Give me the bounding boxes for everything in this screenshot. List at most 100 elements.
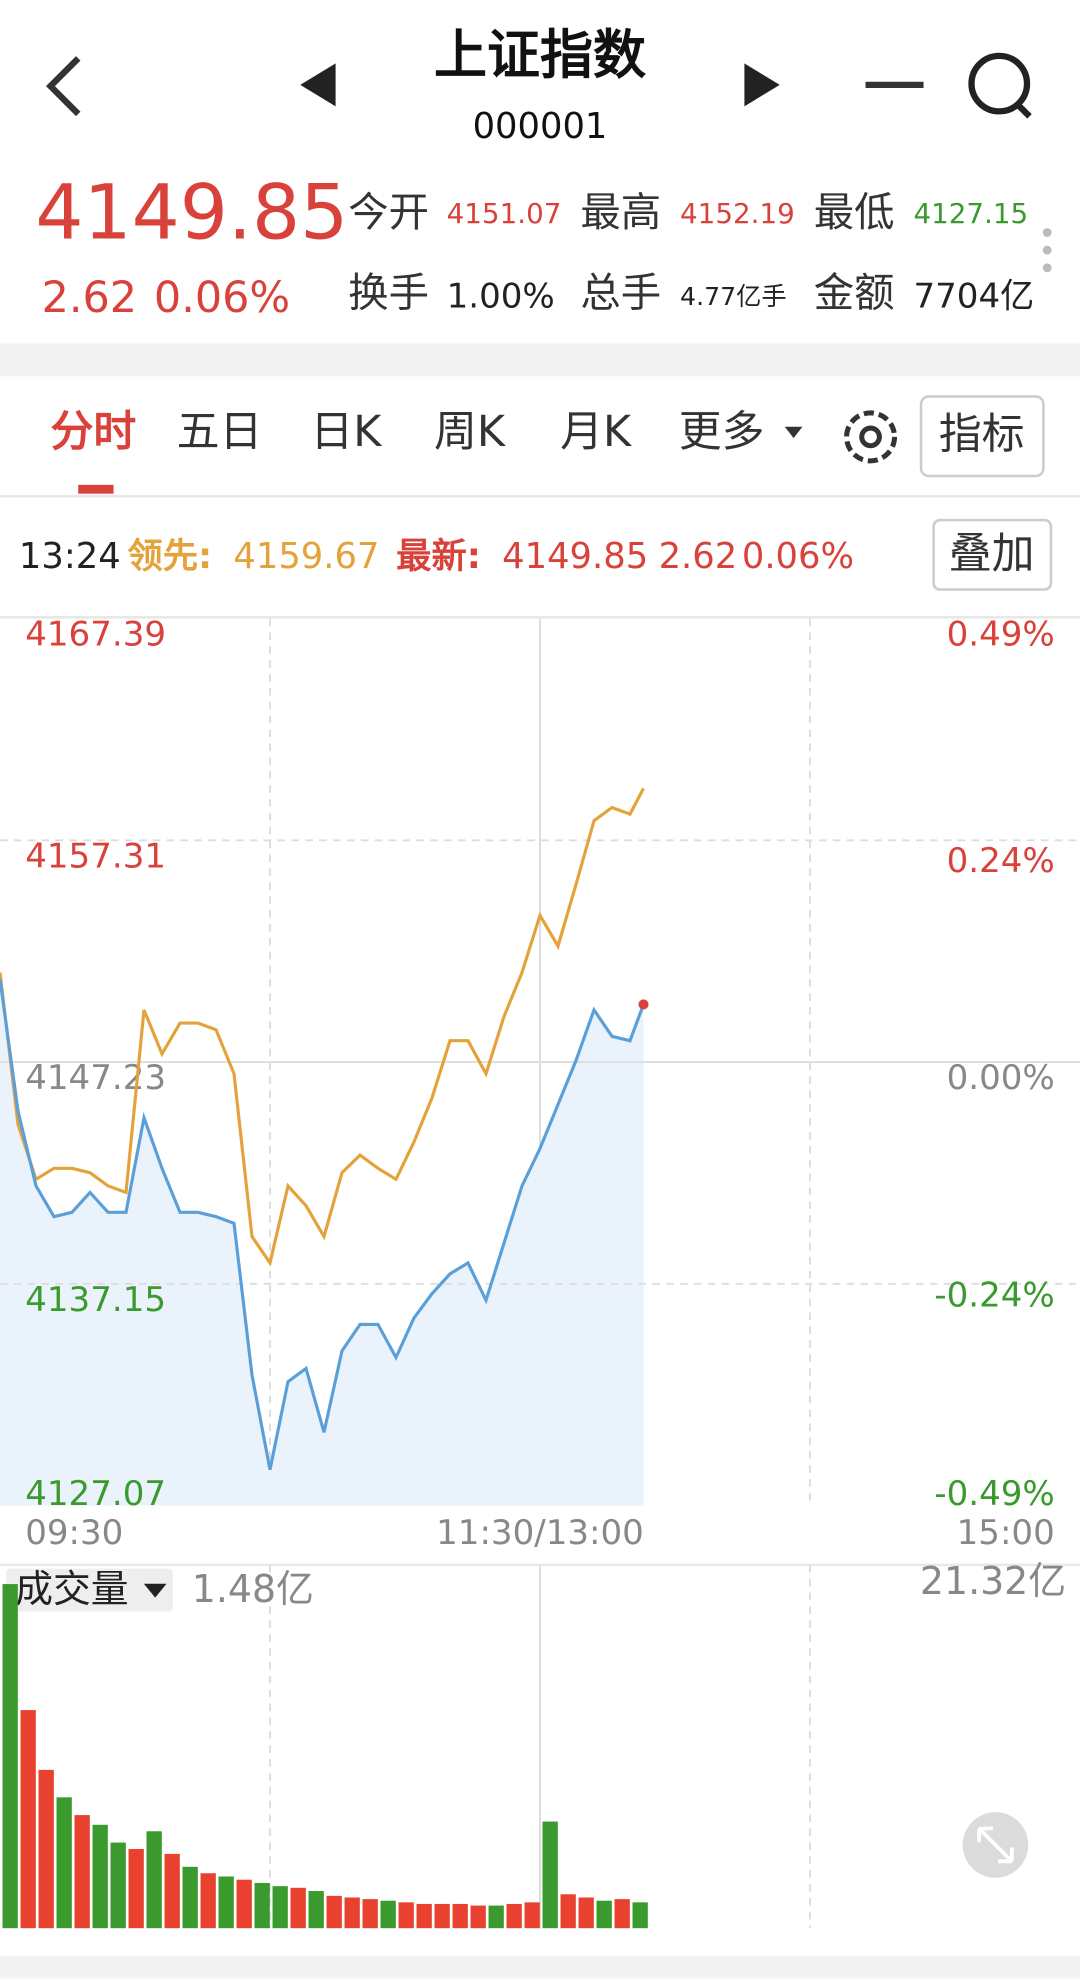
field-label: 最低 xyxy=(814,189,895,236)
volume-bar xyxy=(344,1897,360,1929)
volume-bar xyxy=(110,1842,126,1929)
volume-bar xyxy=(74,1815,90,1929)
expand-button[interactable] xyxy=(962,1812,1029,1878)
y2-tick-label: 0.24% xyxy=(947,841,1055,881)
volume-bar xyxy=(308,1891,324,1929)
y2-tick-label: 0.00% xyxy=(947,1058,1055,1098)
price: 4149.85 xyxy=(35,168,348,256)
y-tick-label: 4157.31 xyxy=(25,836,166,876)
y-tick-label: 4137.15 xyxy=(25,1280,166,1320)
field-label: 总手 xyxy=(580,270,661,317)
volume-bar xyxy=(20,1710,36,1929)
overlay-button-label: 叠加 xyxy=(949,529,1035,579)
volume-bar xyxy=(524,1902,540,1929)
field-label: 金额 xyxy=(814,270,895,317)
volume-bar xyxy=(488,1905,504,1929)
dropdown-arrow xyxy=(143,1583,167,1598)
price-line xyxy=(0,978,645,1470)
field-value: 4127.15 xyxy=(913,197,1028,230)
price-line xyxy=(0,787,645,1267)
volume-bar xyxy=(218,1876,234,1929)
info-time: 13:24 xyxy=(19,536,121,577)
change: 2.62 xyxy=(42,273,137,323)
area-fill xyxy=(0,979,644,1506)
volume-bar xyxy=(290,1887,306,1929)
tab[interactable]: 周K xyxy=(434,407,507,457)
x-tick-label: 09:30 xyxy=(25,1513,123,1553)
volume-bar xyxy=(398,1902,414,1929)
volume-bar xyxy=(434,1903,450,1929)
volume-bar xyxy=(560,1894,576,1929)
volume-selector[interactable] xyxy=(6,1568,173,1612)
current-volume: 1.48亿 xyxy=(192,1567,314,1611)
y-tick-label: 21.32亿 xyxy=(920,1559,1066,1603)
field-value: 4152.19 xyxy=(680,197,795,230)
overlay-button[interactable] xyxy=(932,518,1053,591)
next-button[interactable] xyxy=(744,63,780,107)
volume-label: 成交量 xyxy=(15,1567,129,1611)
volume-bar xyxy=(236,1879,252,1929)
settings-button[interactable] xyxy=(844,410,898,464)
change-pct: 0.06% xyxy=(154,273,290,323)
separator xyxy=(0,343,1080,377)
tab[interactable]: 月K xyxy=(560,407,633,457)
tab[interactable]: 分时 xyxy=(50,407,136,457)
lead-value: 4159.67 xyxy=(233,536,379,577)
x-tick-label: 11:30/13:00 xyxy=(436,1513,644,1553)
y-tick-label: 4147.23 xyxy=(25,1058,166,1098)
volume-bar xyxy=(200,1873,216,1929)
dropdown-arrow xyxy=(784,426,803,439)
volume-bar xyxy=(380,1900,396,1929)
y2-tick-label: -0.24% xyxy=(934,1275,1054,1315)
y-tick-label: 4127.07 xyxy=(25,1474,166,1514)
indicator-button-label: 指标 xyxy=(939,409,1025,459)
latest-change: 2.62 xyxy=(659,536,738,577)
x-tick-label: 15:00 xyxy=(957,1513,1055,1553)
volume-bar xyxy=(272,1886,288,1929)
last-point xyxy=(638,999,649,1010)
volume-bar xyxy=(470,1905,486,1929)
tab[interactable]: 更多 xyxy=(679,407,765,457)
latest-label: 最新: xyxy=(396,536,481,577)
y2-tick-label: -0.49% xyxy=(934,1474,1054,1514)
field-value: 4151.07 xyxy=(447,197,562,230)
volume-bar xyxy=(128,1849,144,1929)
field-label: 今开 xyxy=(348,189,429,236)
tab-indicator xyxy=(78,484,114,494)
field-value: 7704亿 xyxy=(913,277,1034,317)
volume-bar xyxy=(2,1584,18,1929)
lead-label: 领先: xyxy=(127,536,212,577)
volume-bar xyxy=(362,1899,378,1929)
volume-bar xyxy=(416,1903,432,1929)
prev-button[interactable] xyxy=(300,63,336,107)
latest-pct: 0.06% xyxy=(742,536,854,577)
bottom-bar xyxy=(0,1955,1080,1979)
volume-bar xyxy=(146,1831,162,1929)
field-value: 4.77亿手 xyxy=(680,282,787,311)
volume-bar xyxy=(92,1824,108,1929)
volume-bar xyxy=(254,1882,270,1929)
title: 上证指数 xyxy=(434,25,646,86)
tab[interactable]: 日K xyxy=(310,407,383,457)
volume-bar xyxy=(164,1853,180,1929)
field-value: 1.00% xyxy=(447,277,555,317)
indicator-button[interactable] xyxy=(919,395,1045,478)
search-button[interactable] xyxy=(968,52,1032,119)
back-button[interactable] xyxy=(46,56,81,117)
volume-bar xyxy=(542,1821,558,1929)
y-tick-label: 4167.39 xyxy=(25,615,166,655)
y2-tick-label: 0.49% xyxy=(947,615,1055,655)
volume-bar xyxy=(596,1900,612,1929)
volume-bar xyxy=(632,1902,648,1929)
tab[interactable]: 五日 xyxy=(177,407,263,457)
volume-bar xyxy=(182,1866,198,1929)
volume-bar xyxy=(452,1903,468,1929)
more-dots[interactable] xyxy=(1042,228,1052,273)
volume-bar xyxy=(56,1797,72,1929)
volume-bar xyxy=(38,1769,54,1929)
latest-value: 4149.85 xyxy=(502,536,648,577)
volume-bar xyxy=(506,1903,522,1929)
field-label: 换手 xyxy=(348,270,429,317)
